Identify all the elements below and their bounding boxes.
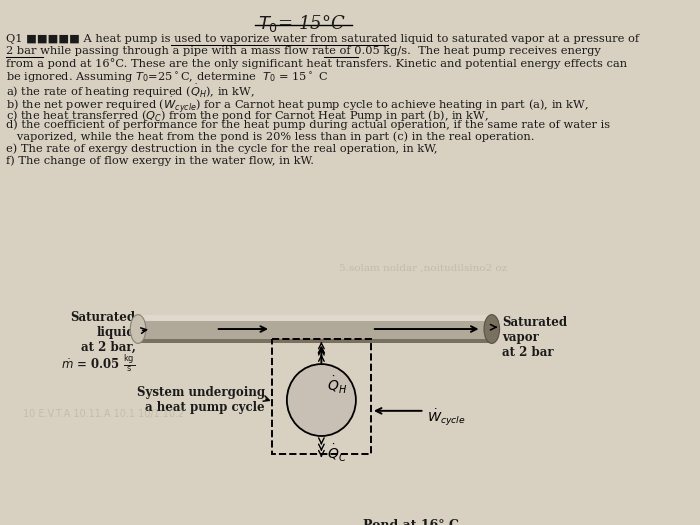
Text: vaporized, while the heat from the pond is 20% less than in part (c) in the real: vaporized, while the heat from the pond … — [6, 131, 535, 142]
Text: $\dot{m}$ = 0.05 $\frac{\mathrm{kg}}{\mathrm{s}}$: $\dot{m}$ = 0.05 $\frac{\mathrm{kg}}{\ma… — [62, 352, 136, 374]
Text: e) The rate of exergy destruction in the cycle for the real operation, in kW,: e) The rate of exergy destruction in the… — [6, 143, 438, 154]
Text: Saturated
liquid
at 2 bar,: Saturated liquid at 2 bar, — [70, 311, 136, 354]
Ellipse shape — [484, 314, 500, 343]
Text: Saturated
vapor
at 2 bar: Saturated vapor at 2 bar — [502, 317, 567, 360]
Text: be ignored. Assuming $T_0$=25$^\circ$C, determine  $T_0$ = 15$^\circ$ C: be ignored. Assuming $T_0$=25$^\circ$C, … — [6, 70, 328, 85]
Polygon shape — [168, 492, 466, 525]
Text: $T_0$= 15°C: $T_0$= 15°C — [258, 13, 346, 34]
Text: $\dot{W}_{cycle}$: $\dot{W}_{cycle}$ — [427, 407, 466, 428]
Text: d) the coefficient of performance for the heat pump during actual operation, if : d) the coefficient of performance for th… — [6, 119, 610, 130]
Text: $\dot{Q}_H$: $\dot{Q}_H$ — [327, 375, 346, 396]
Bar — [138, 314, 492, 321]
Circle shape — [287, 364, 356, 436]
Bar — [138, 314, 492, 343]
Text: 10 E.V.T.A 10.11.A 10.1 10/1.10.2: 10 E.V.T.A 10.11.A 10.1 10/1.10.2 — [23, 408, 184, 418]
Text: Pond at 16° C: Pond at 16° C — [363, 519, 458, 525]
Ellipse shape — [130, 314, 146, 343]
Text: 2 bar while passing through a pipe with a mass flow rate of 0.05 kg/s.  The heat: 2 bar while passing through a pipe with … — [6, 46, 601, 56]
Text: b) the net power required ($\dot{W}_{cycle}$) for a Carnot heat pump cycle to ac: b) the net power required ($\dot{W}_{cyc… — [6, 95, 589, 114]
Bar — [272, 339, 371, 454]
Text: System undergoing
a heat pump cycle: System undergoing a heat pump cycle — [136, 386, 265, 414]
Text: from a pond at 16°C. These are the only significant heat transfers. Kinetic and : from a pond at 16°C. These are the only … — [6, 58, 627, 69]
Text: a) the rate of heating required ($\dot{Q}_H$), in kW,: a) the rate of heating required ($\dot{Q… — [6, 83, 255, 100]
Text: $\dot{Q}_C$: $\dot{Q}_C$ — [327, 443, 346, 464]
Text: f) The change of flow exergy in the water flow, in kW.: f) The change of flow exergy in the wate… — [6, 155, 314, 166]
Text: c) the heat transferred ($\dot{Q}_C$) from the pond for Carnot Heat Pump in part: c) the heat transferred ($\dot{Q}_C$) fr… — [6, 107, 489, 124]
Text: Q1 ■■■■■ A heat pump is used to vaporize water from saturated liquid to saturate: Q1 ■■■■■ A heat pump is used to vaporize… — [6, 34, 639, 44]
Bar — [138, 339, 492, 343]
Text: 5.solam noldar ,noitudilsino2 oz: 5.solam noldar ,noitudilsino2 oz — [339, 264, 507, 272]
